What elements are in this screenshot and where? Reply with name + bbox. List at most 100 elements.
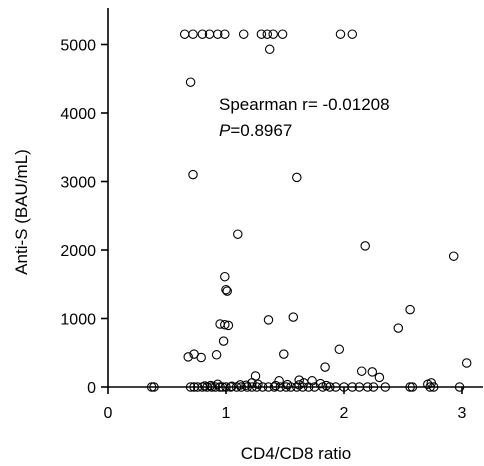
data-point — [321, 380, 332, 391]
data-point — [253, 379, 263, 390]
data-point — [368, 382, 379, 392]
data-point — [264, 44, 275, 55]
y-tick-label: 0 — [87, 380, 96, 397]
data-point — [281, 382, 291, 392]
y-tick-label: 2000 — [60, 243, 96, 260]
data-point — [425, 382, 435, 392]
data-point — [197, 29, 208, 39]
data-point — [380, 382, 391, 392]
data-point — [188, 29, 198, 39]
data-point — [347, 29, 358, 39]
data-point — [183, 352, 193, 362]
x-tick-label: 1 — [222, 405, 231, 422]
data-point — [185, 77, 196, 87]
data-point — [294, 380, 304, 390]
data-point — [454, 382, 465, 392]
data-point — [210, 382, 221, 392]
data-point — [212, 379, 223, 390]
data-point — [282, 379, 293, 390]
data-point — [461, 358, 472, 368]
x-tick-label: 0 — [104, 405, 113, 422]
data-point — [247, 382, 257, 392]
data-point — [288, 312, 299, 322]
data-point — [221, 382, 231, 392]
data-point — [192, 382, 203, 392]
x-tick-label: 3 — [458, 405, 467, 422]
data-point — [405, 382, 415, 392]
data-point — [238, 29, 249, 39]
data-point — [294, 375, 304, 385]
data-point — [215, 382, 225, 392]
data-point — [256, 29, 267, 39]
data-point — [233, 229, 243, 239]
data-point — [263, 382, 274, 392]
p-symbol: P — [219, 121, 231, 140]
y-tick-label: 5000 — [60, 38, 96, 55]
y-axis-ticks: 0 1000 2000 3000 4000 5000 — [60, 38, 108, 397]
data-point — [360, 241, 370, 251]
x-axis-ticks: 0 1 2 3 — [104, 387, 467, 422]
data-point — [220, 319, 230, 330]
data-point — [223, 320, 234, 331]
p-value: =0.8967 — [230, 121, 292, 140]
data-point — [263, 315, 274, 325]
data-points — [146, 29, 472, 392]
data-point — [257, 382, 268, 392]
data-point — [292, 172, 302, 183]
data-point — [292, 382, 302, 392]
data-point — [335, 29, 346, 39]
data-point — [307, 376, 317, 386]
data-point — [426, 378, 437, 388]
data-point — [146, 382, 157, 392]
data-point — [269, 382, 280, 392]
data-point — [407, 382, 418, 392]
x-tick-label: 2 — [340, 405, 349, 422]
data-point — [268, 29, 278, 39]
x-axis-label: CD4/CD8 ratio — [241, 444, 352, 463]
data-point — [347, 382, 358, 392]
data-point — [149, 382, 159, 392]
data-point — [200, 381, 210, 391]
data-point — [250, 371, 261, 381]
data-point — [241, 380, 251, 391]
data-point — [205, 380, 216, 391]
data-point — [262, 29, 273, 39]
data-point — [222, 286, 232, 296]
data-point — [356, 366, 367, 376]
data-point — [277, 29, 288, 39]
data-point — [320, 362, 330, 372]
y-tick-label: 3000 — [60, 175, 96, 192]
data-point — [274, 376, 284, 386]
data-point — [211, 350, 222, 360]
data-point — [185, 382, 196, 392]
data-point — [367, 367, 378, 377]
data-point — [189, 349, 199, 359]
data-point — [212, 29, 223, 39]
data-point — [235, 380, 245, 390]
data-point — [275, 382, 286, 392]
data-point — [270, 380, 281, 391]
y-tick-label: 1000 — [60, 312, 96, 329]
plot-area: 0 1000 2000 3000 4000 5000 0 1 2 3 — [60, 8, 483, 422]
data-point — [374, 372, 385, 383]
data-point — [334, 344, 345, 355]
data-point — [315, 378, 326, 389]
data-point — [218, 336, 229, 346]
y-axis-label: Anti-S (BAU/mL) — [12, 149, 31, 275]
y-tick-label: 4000 — [60, 106, 96, 123]
data-point — [279, 349, 289, 359]
data-point — [188, 169, 198, 180]
data-point — [221, 284, 231, 295]
data-point — [236, 382, 247, 392]
data-point — [220, 29, 230, 39]
spearman-annotation: Spearman r= -0.01208 — [219, 95, 390, 114]
data-point — [405, 304, 415, 315]
data-point — [448, 251, 459, 261]
data-point — [220, 271, 230, 282]
data-point — [179, 29, 190, 39]
data-point — [225, 382, 236, 392]
data-point — [393, 323, 404, 333]
data-point — [362, 382, 373, 392]
p-value-annotation: P=0.8967 — [219, 121, 292, 140]
